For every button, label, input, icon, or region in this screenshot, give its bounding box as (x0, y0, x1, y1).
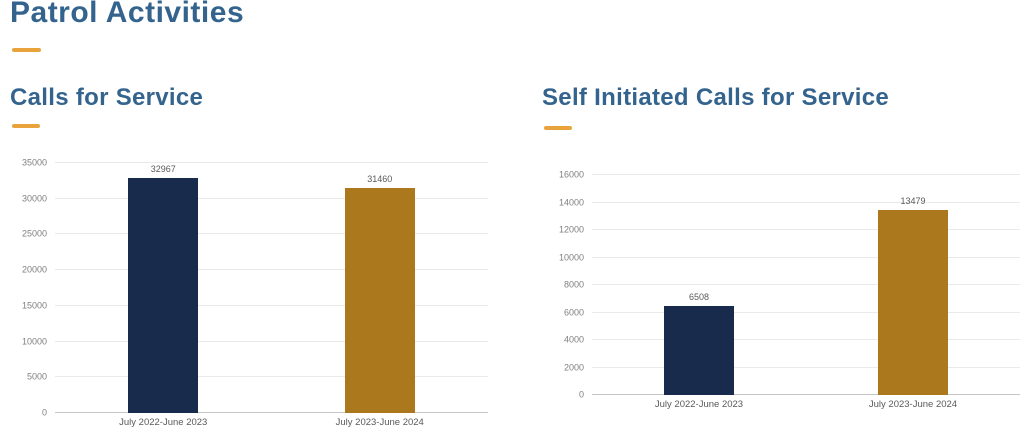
gridline (592, 339, 1020, 340)
y-tick-label: 12000 (558, 224, 584, 235)
plot-area: 0 2000 4000 6000 8000 10000 12000 14000 16000 650… (559, 170, 1020, 409)
gridline (592, 256, 1020, 258)
y-tick-label: 10000 (558, 252, 584, 262)
x-category-label: July 2023-June 2024 (868, 399, 958, 410)
chart-title-self-initiated-calls: Self Initiated Calls for Service (542, 84, 890, 111)
x-category-label: July 2022-June 2023 (119, 417, 208, 428)
chart-title-calls-for-service: Calls for Service (10, 84, 204, 111)
gridline (55, 197, 488, 199)
y-tick-label: 0 (578, 389, 584, 400)
bar (878, 209, 948, 395)
y-tick-label: 5000 (26, 371, 47, 382)
x-axis-line (55, 412, 488, 413)
x-category-label: July 2022-June 2023 (654, 399, 744, 410)
gridline (55, 340, 488, 342)
gridline (55, 233, 488, 235)
y-tick-label: 16000 (558, 169, 584, 180)
gridline (592, 201, 1020, 203)
gridline (55, 162, 488, 163)
gridline (592, 284, 1020, 285)
bar (664, 305, 734, 395)
plot-area: 0 5000 10000 15000 20000 25000 30000 35000 32967… (22, 158, 488, 427)
bar-value-label: 31460 (367, 174, 393, 185)
gridline (55, 304, 488, 306)
self-initiated-calls-chart: 0 2000 4000 6000 8000 10000 12000 14000 16000 650… (540, 150, 1024, 437)
bar-value-label: 13479 (900, 195, 926, 206)
y-tick-label: 8000 (563, 279, 584, 290)
section-underline-left (12, 124, 40, 128)
bar (128, 177, 199, 413)
gridline (592, 311, 1020, 313)
gridline (55, 269, 488, 271)
calls-for-service-chart: 0 5000 10000 15000 20000 25000 30000 35000 32967… (8, 150, 510, 437)
y-tick-label: 4000 (563, 334, 584, 345)
y-tick-label: 30000 (21, 193, 47, 204)
gridline (592, 174, 1020, 175)
title-underline (12, 48, 41, 52)
y-tick-label: 2000 (563, 362, 584, 372)
y-tick-label: 10000 (21, 336, 47, 347)
gridline (55, 376, 488, 378)
y-tick-label: 35000 (21, 157, 47, 168)
x-category-label: July 2023-June 2024 (335, 417, 424, 428)
y-tick-label: 14000 (558, 197, 584, 207)
gridline (592, 229, 1020, 230)
y-tick-label: 25000 (21, 228, 47, 239)
gridline (592, 366, 1020, 368)
y-tick-label: 0 (41, 407, 47, 418)
page-title: Patrol Activities (10, 0, 245, 29)
y-tick-label: 6000 (563, 307, 584, 317)
bar-value-label: 32967 (150, 163, 176, 174)
y-tick-label: 20000 (21, 264, 47, 275)
bar (344, 188, 415, 413)
x-axis-line (592, 394, 1020, 395)
bar-value-label: 6508 (688, 291, 710, 302)
y-tick-label: 15000 (21, 300, 47, 311)
section-underline-right (544, 126, 572, 130)
